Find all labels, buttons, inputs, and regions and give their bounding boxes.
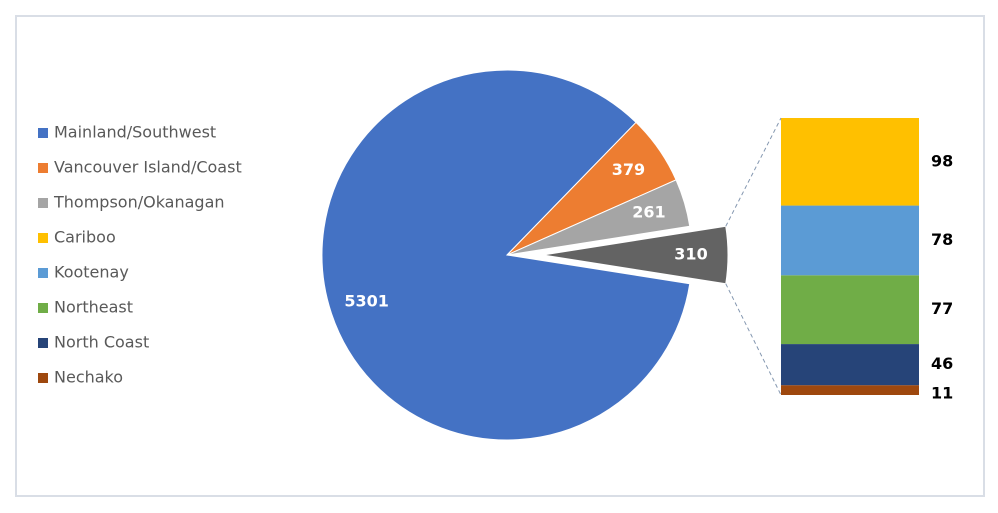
- bar-segment: [781, 275, 919, 345]
- pie-label: 310: [674, 245, 707, 264]
- legend-label: Nechako: [54, 368, 123, 387]
- legend-label: Thompson/Okanagan: [53, 193, 225, 212]
- bar-label: 11: [931, 384, 953, 403]
- bar-segment: [781, 344, 919, 386]
- legend-swatch: [38, 338, 48, 348]
- bar-label: 98: [931, 151, 953, 170]
- bar-segment: [781, 205, 919, 276]
- pie-label: 5301: [344, 291, 389, 310]
- legend-label: Mainland/Southwest: [54, 123, 216, 142]
- pie-slice: [321, 69, 691, 441]
- connector-line: [725, 117, 782, 227]
- bar-segment: [781, 385, 919, 395]
- pie-label: 379: [612, 160, 645, 179]
- legend-label: Vancouver Island/Coast: [54, 158, 242, 177]
- legend-label: Northeast: [54, 298, 133, 317]
- pie-slice: [506, 179, 691, 256]
- legend-swatch: [38, 163, 48, 173]
- legend-swatch: [38, 128, 48, 138]
- legend-swatch: [38, 373, 48, 383]
- legend-swatch: [38, 198, 48, 208]
- legend-label: Cariboo: [54, 228, 116, 247]
- pie-label: 261: [632, 203, 665, 222]
- legend-swatch: [38, 268, 48, 278]
- bar-label: 46: [931, 354, 953, 373]
- bar-label: 77: [931, 299, 953, 318]
- legend-label: North Coast: [54, 333, 149, 352]
- legend-label: Kootenay: [54, 263, 129, 282]
- bar-segment: [781, 118, 919, 206]
- pie-slice: [542, 225, 729, 285]
- bar-label: 78: [931, 230, 953, 249]
- legend-swatch: [38, 233, 48, 243]
- legend-swatch: [38, 303, 48, 313]
